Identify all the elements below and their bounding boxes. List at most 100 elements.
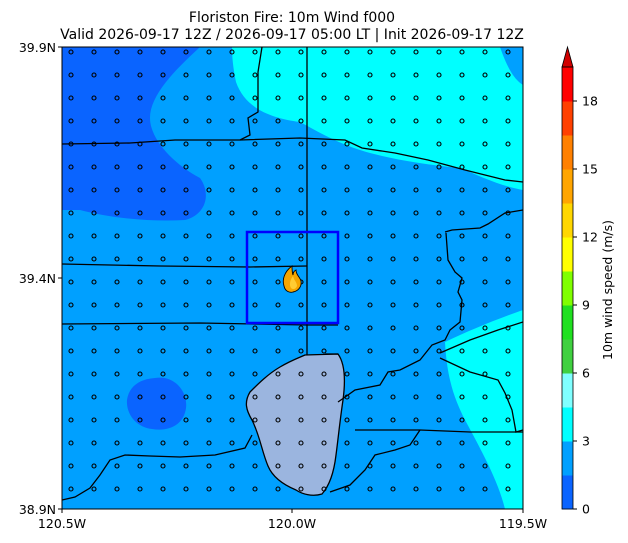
station-marker xyxy=(91,49,97,55)
station-marker xyxy=(459,141,465,147)
station-marker xyxy=(367,141,373,147)
station-marker xyxy=(436,187,442,193)
station-marker xyxy=(206,164,212,170)
station-marker xyxy=(344,348,350,354)
station-marker xyxy=(298,187,304,193)
station-marker xyxy=(68,141,74,147)
station-marker xyxy=(206,417,212,423)
station-marker xyxy=(390,256,396,262)
station-marker xyxy=(229,210,235,216)
station-marker xyxy=(91,302,97,308)
station-marker xyxy=(183,440,189,446)
station-marker xyxy=(206,141,212,147)
station-marker xyxy=(482,325,488,331)
station-marker xyxy=(505,49,511,55)
station-marker xyxy=(367,95,373,101)
station-marker xyxy=(229,371,235,377)
map-title: Floriston Fire: 10m Wind f000 xyxy=(189,10,395,26)
station-marker xyxy=(367,371,373,377)
station-marker xyxy=(436,72,442,78)
station-marker xyxy=(390,348,396,354)
station-marker xyxy=(436,463,442,469)
station-marker xyxy=(114,325,120,331)
colorbar-segment xyxy=(562,305,573,340)
station-marker xyxy=(390,371,396,377)
station-marker xyxy=(275,233,281,239)
station-marker xyxy=(298,486,304,492)
station-marker xyxy=(229,279,235,285)
station-marker xyxy=(482,371,488,377)
station-marker xyxy=(160,440,166,446)
station-marker xyxy=(321,302,327,308)
station-marker xyxy=(482,463,488,469)
high-wind-zone-northeast xyxy=(232,47,523,190)
station-marker xyxy=(137,440,143,446)
station-marker xyxy=(505,164,511,170)
station-marker xyxy=(183,348,189,354)
station-marker xyxy=(505,72,511,78)
station-marker xyxy=(436,417,442,423)
station-marker xyxy=(183,279,189,285)
station-marker xyxy=(482,72,488,78)
station-marker xyxy=(229,118,235,124)
station-marker xyxy=(252,95,258,101)
y-axis: 39.9N 39.4N 38.9N xyxy=(19,40,62,517)
station-marker xyxy=(183,210,189,216)
flame-icon xyxy=(282,265,302,293)
station-marker xyxy=(91,187,97,193)
station-marker xyxy=(160,187,166,193)
station-marker xyxy=(68,210,74,216)
station-marker xyxy=(505,279,511,285)
station-marker xyxy=(321,187,327,193)
station-marker xyxy=(114,486,120,492)
station-marker xyxy=(344,118,350,124)
station-marker xyxy=(160,394,166,400)
station-marker xyxy=(275,141,281,147)
station-marker xyxy=(114,371,120,377)
station-marker xyxy=(367,72,373,78)
station-marker xyxy=(68,279,74,285)
station-marker xyxy=(482,302,488,308)
station-marker xyxy=(252,325,258,331)
station-marker xyxy=(298,256,304,262)
station-marker xyxy=(344,279,350,285)
station-marker xyxy=(275,440,281,446)
station-marker xyxy=(275,486,281,492)
colorbar-outline xyxy=(561,66,574,510)
station-marker xyxy=(321,417,327,423)
station-marker xyxy=(482,417,488,423)
station-marker xyxy=(206,302,212,308)
station-marker xyxy=(160,164,166,170)
station-marker xyxy=(505,394,511,400)
station-marker xyxy=(390,118,396,124)
low-wind-zone-northwest xyxy=(62,47,206,221)
station-marker xyxy=(275,210,281,216)
station-marker xyxy=(321,95,327,101)
station-marker xyxy=(229,187,235,193)
station-marker xyxy=(183,486,189,492)
station-marker xyxy=(275,72,281,78)
station-marker xyxy=(413,417,419,423)
station-marker xyxy=(252,394,258,400)
station-marker xyxy=(183,118,189,124)
station-marker xyxy=(298,348,304,354)
station-marker xyxy=(91,72,97,78)
station-marker xyxy=(505,233,511,239)
station-markers xyxy=(68,49,511,492)
colorbar-segment xyxy=(562,339,573,374)
station-marker xyxy=(137,463,143,469)
station-marker xyxy=(229,233,235,239)
station-marker xyxy=(436,325,442,331)
station-marker xyxy=(367,256,373,262)
station-marker xyxy=(68,486,74,492)
station-marker xyxy=(413,325,419,331)
station-marker xyxy=(160,72,166,78)
station-marker xyxy=(298,95,304,101)
station-marker xyxy=(91,440,97,446)
colorbar-segment xyxy=(562,475,573,510)
station-marker xyxy=(344,187,350,193)
station-marker xyxy=(344,256,350,262)
station-marker xyxy=(183,95,189,101)
station-marker xyxy=(229,164,235,170)
station-marker xyxy=(91,348,97,354)
